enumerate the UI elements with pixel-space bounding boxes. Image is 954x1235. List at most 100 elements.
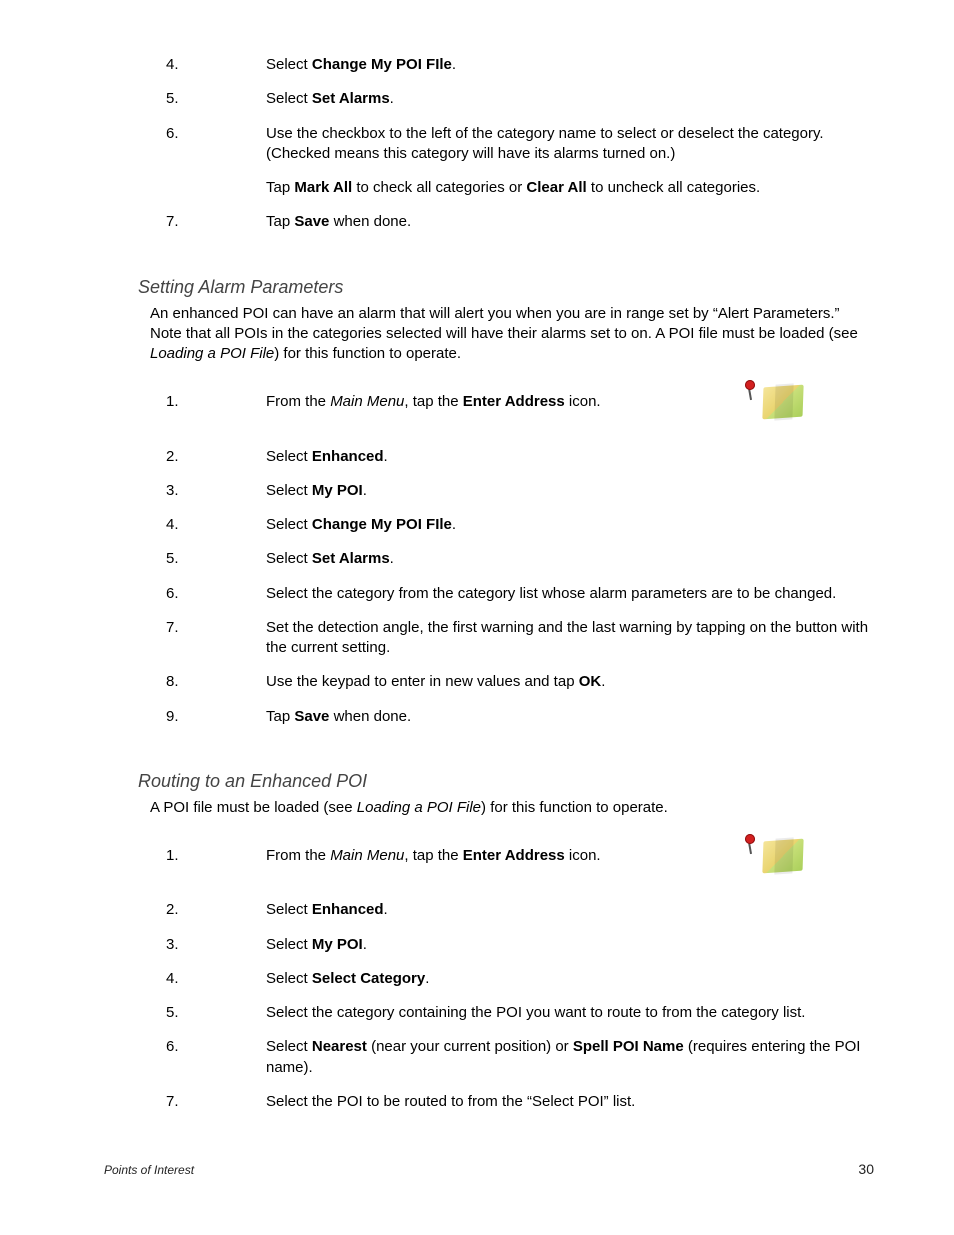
list-item: 3.Select My POI. [104, 935, 874, 955]
list-item: 4.Select Select Category. [104, 969, 874, 989]
text-run: , tap the [404, 393, 462, 410]
list-item-body: Tap Save when done. [266, 212, 874, 232]
list-item: 8.Use the keypad to enter in new values … [104, 672, 874, 692]
text-run: Select [266, 516, 312, 533]
text-run: to uncheck all categories. [587, 179, 760, 196]
list-item-number: 2. [104, 900, 266, 920]
list-item-number: 3. [104, 935, 266, 955]
list-item-number: 4. [104, 55, 266, 75]
italic-text: Main Menu [330, 393, 404, 410]
list-item-number: 5. [104, 89, 266, 109]
list-item-number: 4. [104, 969, 266, 989]
bold-text: Set Alarms [312, 550, 390, 567]
list-item: 7.Select the POI to be routed to from th… [104, 1092, 874, 1112]
page-content: 4.Select Change My POI FIle.5.Select Set… [104, 55, 874, 1126]
bold-text: Clear All [526, 179, 586, 196]
bold-text: Set Alarms [312, 90, 390, 107]
list-item-body: Set the detection angle, the first warni… [266, 618, 874, 659]
list-item-body: Use the keypad to enter in new values an… [266, 672, 874, 692]
footer-section-title: Points of Interest [104, 1163, 194, 1177]
list-item-body: Select Nearest (near your current positi… [266, 1037, 874, 1078]
list-item: 5.Select Set Alarms. [104, 89, 874, 109]
bold-text: Enhanced [312, 448, 384, 465]
text-run: Tap [266, 213, 294, 230]
section-heading-alarm-params: Setting Alarm Parameters [138, 277, 874, 298]
list-item-body: Select My POI. [266, 935, 874, 955]
text-run: . [384, 448, 388, 465]
text-run: Use the checkbox to the left of the cate… [266, 125, 824, 162]
text-run: Set the detection angle, the first warni… [266, 619, 868, 656]
text-run: From the [266, 847, 330, 864]
bold-text: Spell POI Name [573, 1038, 684, 1055]
text-run: icon. [565, 393, 601, 410]
text-run: Select [266, 1038, 312, 1055]
list-item-number: 7. [104, 1092, 266, 1112]
list-item-number: 1. [104, 392, 266, 412]
list-item: 5.Select Set Alarms. [104, 549, 874, 569]
list-item-number: 8. [104, 672, 266, 692]
text-run: Select [266, 550, 312, 567]
text-run: . [601, 673, 605, 690]
text-run: . [390, 90, 394, 107]
bold-text: My POI [312, 482, 363, 499]
text-run: . [452, 56, 456, 73]
list-item: 6.Select the category from the category … [104, 584, 874, 604]
italic-text: Loading a POI File [150, 345, 274, 362]
bold-text: OK [579, 673, 602, 690]
text-run: icon. [565, 847, 601, 864]
list-item-number: 5. [104, 549, 266, 569]
list-item: 2.Select Enhanced. [104, 900, 874, 920]
text-run: Tap [266, 179, 294, 196]
text-run: Select [266, 901, 312, 918]
bold-text: Change My POI FIle [312, 56, 452, 73]
bold-text: Save [294, 213, 329, 230]
text-run: Tap [266, 708, 294, 725]
list-item: 4.Select Change My POI FIle. [104, 515, 874, 535]
list-item-body: Select My POI. [266, 481, 874, 501]
list-item-number: 5. [104, 1003, 266, 1023]
list-item-number: 6. [104, 584, 266, 604]
list-item-number: 1. [104, 846, 266, 866]
text-run: when done. [329, 708, 411, 725]
bold-text: Save [294, 708, 329, 725]
text-run: . [363, 482, 367, 499]
list-item: 7.Tap Save when done. [104, 212, 874, 232]
bold-text: Enhanced [312, 901, 384, 918]
bold-text: My POI [312, 936, 363, 953]
italic-text: Loading a POI File [357, 799, 481, 816]
list-item: 4.Select Change My POI FIle. [104, 55, 874, 75]
bold-text: Enter Address [463, 847, 565, 864]
italic-text: Main Menu [330, 847, 404, 864]
list-item-body: Select Enhanced. [266, 447, 874, 467]
list-item: 5.Select the category containing the POI… [104, 1003, 874, 1023]
list-item-number: 7. [104, 212, 266, 232]
list-item-body: Select the POI to be routed to from the … [266, 1092, 874, 1112]
text-run: ) for this function to operate. [274, 345, 461, 362]
list-item-body: Select Set Alarms. [266, 89, 874, 109]
page-footer: Points of Interest 30 [104, 1161, 874, 1177]
list-item-number: 4. [104, 515, 266, 535]
list-item-body: Select Select Category. [266, 969, 874, 989]
text-run: . [363, 936, 367, 953]
text-run: ) for this function to operate. [481, 799, 668, 816]
text-run: (near your current position) or [367, 1038, 573, 1055]
list-item: 2.Select Enhanced. [104, 447, 874, 467]
text-run: , tap the [404, 847, 462, 864]
list-item-body: Select Change My POI FIle. [266, 515, 874, 535]
text-run: when done. [329, 213, 411, 230]
text-run: Select [266, 448, 312, 465]
list-item: 1.From the Main Menu, tap the Enter Addr… [104, 392, 874, 412]
footer-page-number: 30 [858, 1161, 874, 1177]
text-run: to check all categories or [352, 179, 526, 196]
bold-text: Nearest [312, 1038, 367, 1055]
list-item-body: Select the category from the category li… [266, 584, 874, 604]
list-item-body: Use the checkbox to the left of the cate… [266, 124, 874, 199]
list-item-body: Tap Save when done. [266, 707, 874, 727]
text-run: . [452, 516, 456, 533]
list-item: 6.Use the checkbox to the left of the ca… [104, 124, 874, 199]
list-item-number: 6. [104, 1037, 266, 1057]
list-item-body: Select Change My POI FIle. [266, 55, 874, 75]
section-description: A POI file must be loaded (see Loading a… [150, 798, 874, 818]
list-item: 7.Set the detection angle, the first war… [104, 618, 874, 659]
list-item-number: 2. [104, 447, 266, 467]
